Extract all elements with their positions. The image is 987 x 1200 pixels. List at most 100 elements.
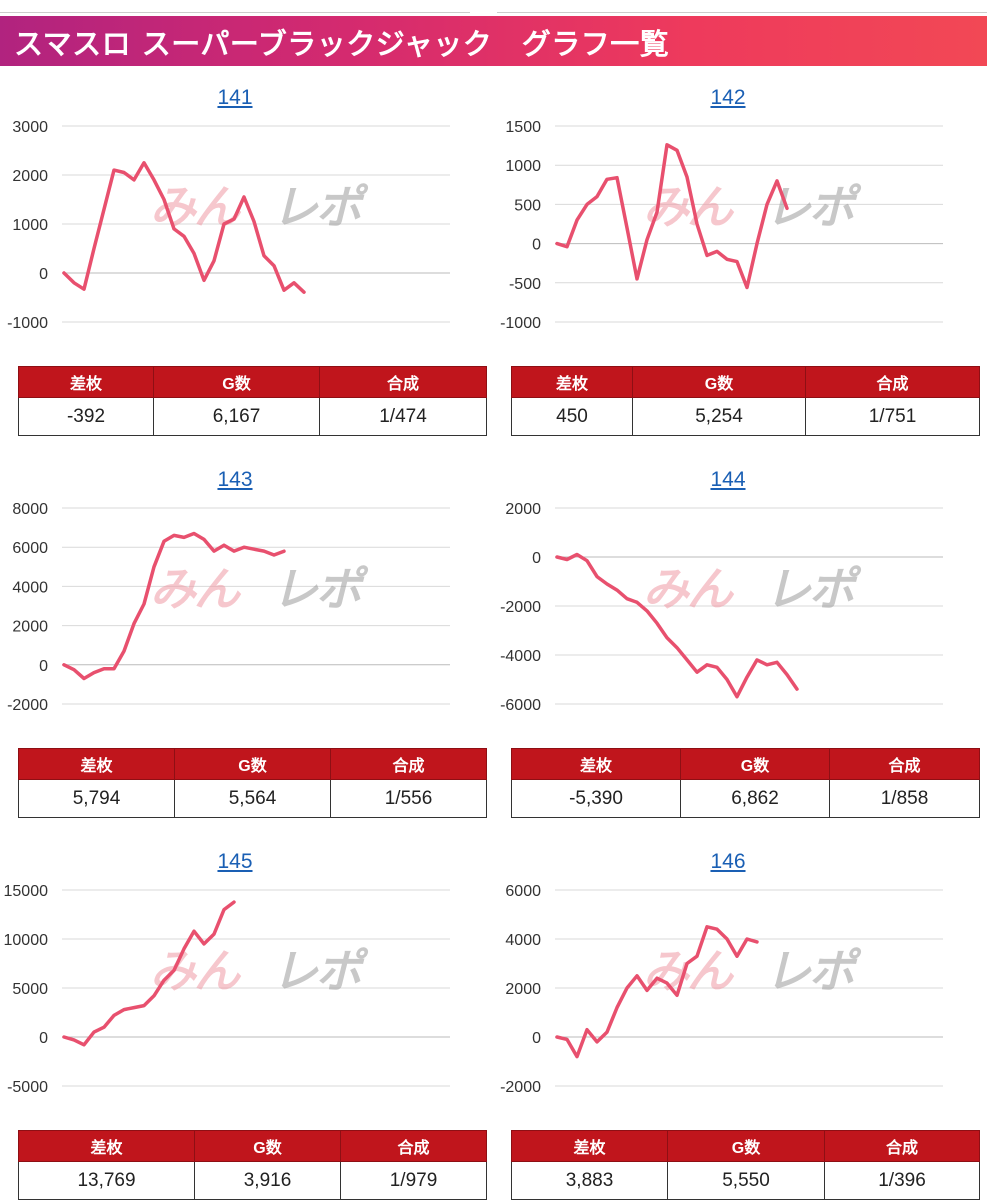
cell-games: 5,254 xyxy=(632,397,806,436)
series-line xyxy=(62,161,306,294)
header-games: G数 xyxy=(174,748,331,780)
table-row: -5,390 6,862 1/858 xyxy=(511,779,980,818)
chart-svg: 8000 6000 4000 2000 0 -2000 みん レポ xyxy=(7,501,450,712)
watermark-right: レポ xyxy=(765,562,862,616)
chart-panel-146: 146 6000 4000 2000 0 -2000 みん レポ xyxy=(493,850,963,1150)
table-row: -392 6,167 1/474 xyxy=(18,397,487,436)
y-tick-label: 500 xyxy=(514,197,541,214)
watermark-right: レポ xyxy=(272,180,369,234)
header-diff: 差枚 xyxy=(18,1130,195,1162)
chart-panel-141: 141 3000 2000 1000 0 -1000 みん レポ xyxy=(0,86,470,386)
series-line xyxy=(62,900,236,1047)
header-diff: 差枚 xyxy=(511,366,633,398)
y-tick-label: 0 xyxy=(532,1030,541,1047)
series-line xyxy=(555,552,799,699)
y-tick-label: 2000 xyxy=(12,619,48,636)
stats-table-142: 差枚 G数 合成 450 5,254 1/751 xyxy=(511,366,980,436)
y-tick-label: 15000 xyxy=(4,883,49,900)
y-tick-label: 2000 xyxy=(12,168,48,185)
y-tick-label: 10000 xyxy=(4,932,49,949)
y-tick-label: -1000 xyxy=(7,315,48,330)
chart-svg: 3000 2000 1000 0 -1000 みん レポ xyxy=(7,119,450,330)
header-games: G数 xyxy=(194,1130,341,1162)
y-tick-label: -2000 xyxy=(7,697,48,712)
table-row: 3,883 5,550 1/396 xyxy=(511,1161,980,1200)
header-diff: 差枚 xyxy=(511,1130,668,1162)
watermark-left: みん xyxy=(643,944,735,998)
header-games: G数 xyxy=(680,748,830,780)
line-chart: 2000 0 -2000 -4000 -6000 みん レポ xyxy=(493,492,963,712)
stats-table-146: 差枚 G数 合成 3,883 5,550 1/396 xyxy=(511,1130,980,1200)
table-header-row: 差枚 G数 合成 xyxy=(511,366,980,398)
cell-games: 6,167 xyxy=(153,397,320,436)
table-row: 5,794 5,564 1/556 xyxy=(18,779,487,818)
y-tick-label: 2000 xyxy=(505,981,541,998)
y-tick-label: 6000 xyxy=(12,540,48,557)
y-tick-label: -500 xyxy=(509,276,541,293)
table-header-row: 差枚 G数 合成 xyxy=(18,366,487,398)
watermark-left: みん xyxy=(150,180,242,234)
y-tick-label: -2000 xyxy=(500,599,541,616)
y-tick-label: 1000 xyxy=(12,217,48,234)
cell-games: 5,550 xyxy=(667,1161,825,1200)
header-combined: 合成 xyxy=(330,748,487,780)
chart-title-link[interactable]: 143 xyxy=(217,468,253,491)
chart-panel-142: 142 1500 1000 500 0 -500 -1000 みん レポ xyxy=(493,86,963,386)
stats-table-143: 差枚 G数 合成 5,794 5,564 1/556 xyxy=(18,748,487,818)
header-games: G数 xyxy=(153,366,320,398)
header-combined: 合成 xyxy=(805,366,980,398)
line-chart: 3000 2000 1000 0 -1000 みん レポ xyxy=(0,110,470,330)
cell-diff: 13,769 xyxy=(18,1161,195,1200)
table-header-row: 差枚 G数 合成 xyxy=(18,1130,487,1162)
chart-svg: 6000 4000 2000 0 -2000 みん レポ xyxy=(500,883,943,1094)
chart-title-link[interactable]: 146 xyxy=(710,850,746,873)
chart-title-link[interactable]: 141 xyxy=(217,86,253,109)
cell-diff: 3,883 xyxy=(511,1161,668,1200)
header-diff: 差枚 xyxy=(18,748,175,780)
chart-panel-143: 143 8000 6000 4000 2000 0 -2000 みん レポ xyxy=(0,468,470,768)
top-rule-right xyxy=(497,12,987,13)
y-tick-label: -4000 xyxy=(500,648,541,665)
line-chart: 1500 1000 500 0 -500 -1000 みん レポ xyxy=(493,110,963,330)
y-tick-label: 2000 xyxy=(505,501,541,518)
watermark-left: みん xyxy=(150,944,242,998)
y-tick-label: 1500 xyxy=(505,119,541,136)
watermark-right: レポ xyxy=(272,562,369,616)
cell-diff: 5,794 xyxy=(18,779,175,818)
cell-combined: 1/858 xyxy=(829,779,980,818)
table-header-row: 差枚 G数 合成 xyxy=(511,748,980,780)
cell-combined: 1/474 xyxy=(319,397,487,436)
y-tick-label: 4000 xyxy=(12,579,48,596)
y-tick-label: 5000 xyxy=(12,981,48,998)
table-header-row: 差枚 G数 合成 xyxy=(511,1130,980,1162)
watermark-right: レポ xyxy=(272,944,369,998)
y-tick-label: -1000 xyxy=(500,315,541,330)
chart-svg: 15000 10000 5000 0 -5000 みん レポ xyxy=(4,883,450,1094)
y-tick-label: 0 xyxy=(39,1030,48,1047)
cell-diff: -5,390 xyxy=(511,779,681,818)
header-games: G数 xyxy=(632,366,806,398)
cell-diff: 450 xyxy=(511,397,633,436)
top-rule-left xyxy=(0,12,470,13)
table-row: 450 5,254 1/751 xyxy=(511,397,980,436)
chart-title-link[interactable]: 144 xyxy=(710,468,746,491)
chart-title-link[interactable]: 145 xyxy=(217,850,253,873)
table-row: 13,769 3,916 1/979 xyxy=(18,1161,487,1200)
y-tick-label: 0 xyxy=(39,658,48,675)
cell-combined: 1/979 xyxy=(340,1161,487,1200)
cell-diff: -392 xyxy=(18,397,154,436)
series-line xyxy=(555,925,759,1059)
cell-combined: 1/751 xyxy=(805,397,980,436)
header-combined: 合成 xyxy=(340,1130,487,1162)
watermark-logo: みん レポ xyxy=(150,180,371,234)
watermark-logo: みん レポ xyxy=(150,562,371,616)
line-chart: 15000 10000 5000 0 -5000 みん レポ xyxy=(0,874,470,1094)
y-tick-label: -6000 xyxy=(500,697,541,712)
watermark-logo: みん レポ xyxy=(643,944,864,998)
y-tick-label: 0 xyxy=(532,237,541,254)
watermark-right: レポ xyxy=(765,944,862,998)
watermark-logo: みん レポ xyxy=(150,944,371,998)
y-tick-label: 4000 xyxy=(505,932,541,949)
watermark-logo: みん レポ xyxy=(643,562,864,616)
chart-title-link[interactable]: 142 xyxy=(710,86,746,109)
